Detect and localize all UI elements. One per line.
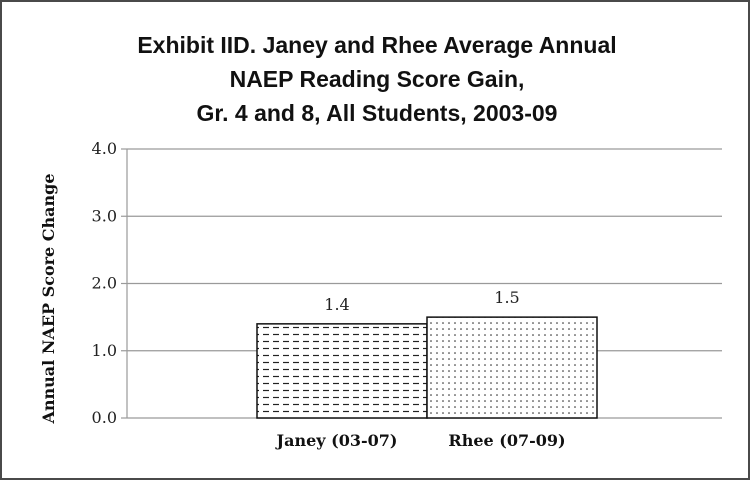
- y-axis-title: Annual NAEP Score Change: [39, 173, 58, 424]
- bar-1: [256, 323, 428, 419]
- y-tick-label: 1.0: [92, 341, 117, 360]
- bar-2: [426, 316, 598, 419]
- chart-title-line-2: NAEP Reading Score Gain,: [229, 66, 525, 92]
- y-tick-label: 3.0: [92, 206, 117, 225]
- category-label-1: Janey (03-07): [275, 431, 398, 450]
- y-tick-label: 4.0: [92, 139, 117, 158]
- y-tick-label: 2.0: [92, 274, 117, 293]
- y-tick-label: 0.0: [92, 408, 117, 427]
- chart-title-line-3: Gr. 4 and 8, All Students, 2003-09: [196, 100, 558, 126]
- data-label-1: 1.4: [324, 295, 349, 314]
- category-label-2: Rhee (07-09): [448, 431, 565, 450]
- data-label-2: 1.5: [494, 288, 519, 307]
- chart-title: Exhibit IID. Janey and Rhee Average Annu…: [2, 28, 748, 130]
- chart-title-line-1: Exhibit IID. Janey and Rhee Average Annu…: [137, 32, 617, 58]
